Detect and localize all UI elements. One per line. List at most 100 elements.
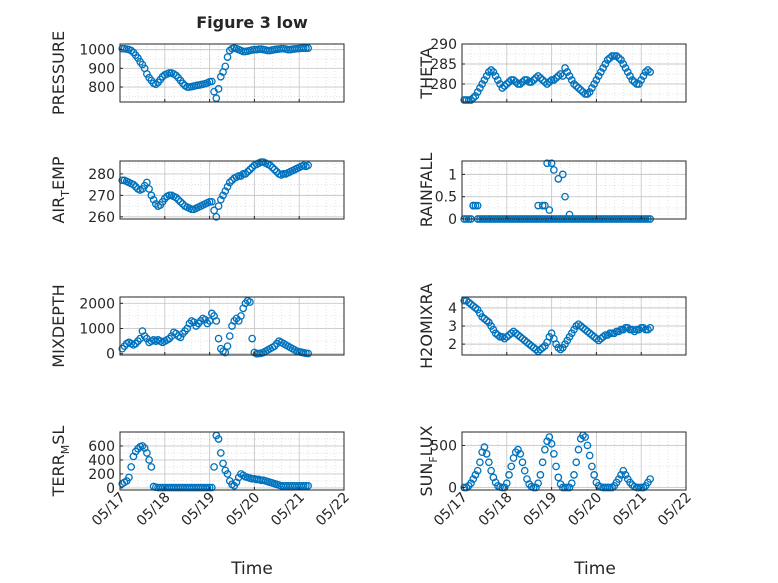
data-point bbox=[165, 69, 174, 77]
data-point bbox=[243, 167, 252, 176]
y-tick-label: 290 bbox=[430, 37, 457, 53]
data-point bbox=[304, 44, 313, 52]
data-point bbox=[210, 463, 218, 471]
data-point bbox=[520, 466, 529, 475]
y-axis-label: AIRTEMP bbox=[49, 156, 72, 223]
data-point bbox=[561, 483, 569, 492]
data-point bbox=[469, 94, 478, 102]
data-point bbox=[480, 443, 489, 451]
y-axis-label: MIXDEPTH bbox=[49, 284, 68, 367]
data-point bbox=[299, 44, 308, 52]
data-point bbox=[567, 76, 576, 84]
data-point bbox=[632, 80, 641, 88]
data-point bbox=[487, 466, 495, 475]
data-point bbox=[545, 206, 554, 214]
data-point bbox=[572, 322, 581, 330]
data-point bbox=[610, 52, 619, 60]
data-point bbox=[516, 450, 525, 458]
figure-title: Figure 3 low bbox=[196, 13, 308, 32]
data-point bbox=[225, 332, 234, 340]
data-point bbox=[617, 471, 625, 479]
data-point bbox=[583, 441, 592, 450]
data-point bbox=[635, 80, 643, 88]
data-point bbox=[471, 471, 480, 479]
data-point bbox=[614, 475, 623, 483]
data-point bbox=[646, 68, 655, 76]
data-point bbox=[617, 325, 625, 334]
data-point bbox=[538, 458, 547, 467]
data-point bbox=[478, 80, 487, 88]
data-point bbox=[588, 84, 596, 92]
data-point bbox=[610, 329, 619, 338]
data-point bbox=[143, 70, 151, 78]
data-point bbox=[529, 76, 538, 84]
data-point bbox=[223, 182, 232, 191]
data-point bbox=[482, 450, 491, 458]
data-point bbox=[143, 178, 151, 187]
data-point bbox=[172, 71, 180, 80]
data-point bbox=[543, 159, 551, 168]
data-point bbox=[125, 473, 133, 482]
data-point bbox=[623, 323, 632, 332]
y-tick-label: 285 bbox=[430, 57, 457, 73]
data-point bbox=[619, 466, 628, 475]
y-tick-label: 1000 bbox=[79, 43, 115, 59]
data-point bbox=[498, 84, 507, 92]
data-point bbox=[234, 172, 243, 180]
data-point bbox=[532, 74, 540, 82]
data-point bbox=[529, 483, 538, 492]
axes-box bbox=[461, 43, 687, 103]
y-axis-label: SUNFLUX bbox=[417, 425, 440, 496]
data-point bbox=[207, 197, 216, 206]
data-point bbox=[536, 471, 545, 479]
data-point bbox=[592, 76, 601, 84]
data-point bbox=[518, 458, 527, 467]
data-point bbox=[626, 72, 634, 80]
data-point bbox=[502, 80, 511, 88]
y-axis-label: H2OMIXRA bbox=[417, 283, 436, 369]
data-point bbox=[536, 74, 545, 82]
data-point bbox=[608, 329, 616, 338]
data-point bbox=[165, 191, 174, 200]
data-point bbox=[500, 82, 509, 90]
data-point bbox=[223, 342, 232, 351]
axes-background bbox=[120, 161, 344, 219]
data-point bbox=[554, 72, 563, 80]
data-point bbox=[304, 481, 313, 490]
data-point bbox=[214, 334, 223, 343]
data-point bbox=[471, 304, 480, 312]
data-point bbox=[214, 85, 223, 93]
data-point bbox=[641, 325, 650, 334]
data-point bbox=[608, 52, 616, 60]
data-point bbox=[216, 195, 225, 204]
data-point bbox=[509, 76, 518, 84]
data-point bbox=[482, 72, 491, 80]
data-point bbox=[221, 187, 230, 195]
data-point bbox=[507, 329, 516, 338]
data-point bbox=[588, 462, 596, 471]
axes-box bbox=[119, 160, 345, 220]
data-point bbox=[549, 166, 558, 174]
data-point bbox=[574, 84, 583, 92]
data-point bbox=[585, 451, 594, 460]
data-point bbox=[574, 445, 583, 454]
data-point bbox=[646, 323, 655, 332]
data-point bbox=[590, 80, 599, 88]
data-point bbox=[248, 334, 257, 343]
axes-background bbox=[120, 297, 344, 355]
data-point bbox=[151, 80, 160, 89]
data-point bbox=[605, 329, 614, 338]
data-point bbox=[178, 79, 187, 88]
data-point bbox=[585, 88, 594, 96]
data-point bbox=[219, 191, 227, 200]
y-tick-label: 270 bbox=[88, 188, 115, 204]
data-point bbox=[221, 62, 230, 71]
data-point bbox=[223, 470, 232, 478]
data-point bbox=[623, 68, 632, 76]
data-point bbox=[462, 96, 471, 104]
data-point bbox=[534, 72, 543, 80]
panel-h2omixra: 2 3 4 H2OMIXRA bbox=[417, 283, 687, 369]
data-point bbox=[543, 80, 551, 88]
data-point bbox=[556, 345, 565, 354]
data-point bbox=[561, 64, 569, 72]
